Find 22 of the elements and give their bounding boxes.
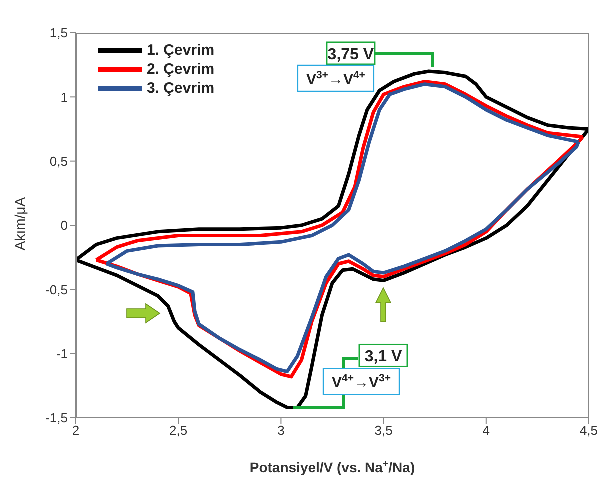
x-tick-label: 2 [72, 423, 80, 438]
annotation: V$^{3+}$→V$^{4+}$ [306, 70, 366, 88]
x-tick-label: 3 [278, 423, 285, 438]
x-tick-label: 2,5 [170, 423, 188, 438]
legend-label: 3. Çevrim [147, 80, 215, 97]
y-axis-title: Akım/μA [12, 196, 28, 252]
x-tick-label: 4,5 [580, 423, 598, 438]
y-tick-label: -0,5 [46, 282, 68, 298]
x-axis-title: Potansiyel/V (vs. Na$^{+}$/Na) [250, 459, 416, 476]
x-tick-label: 3,5 [374, 423, 393, 438]
x-tick-label: 4 [482, 423, 490, 438]
annotation: 3,75 V [328, 46, 374, 64]
y-tick-label: 1,5 [50, 26, 68, 41]
legend-label: 2. Çevrim [147, 61, 215, 78]
annotation: 3,1 V [364, 348, 403, 366]
y-tick-label: -1 [56, 346, 68, 362]
legend-label: 1. Çevrim [147, 42, 215, 59]
y-tick-label: 1 [60, 90, 68, 105]
y-tick-label: 0,5 [50, 154, 68, 169]
y-tick-label: -1,5 [46, 410, 68, 426]
y-tick-label: 0 [60, 218, 68, 234]
annotation: V$^{4+}$→V$^{3+}$ [332, 372, 392, 392]
